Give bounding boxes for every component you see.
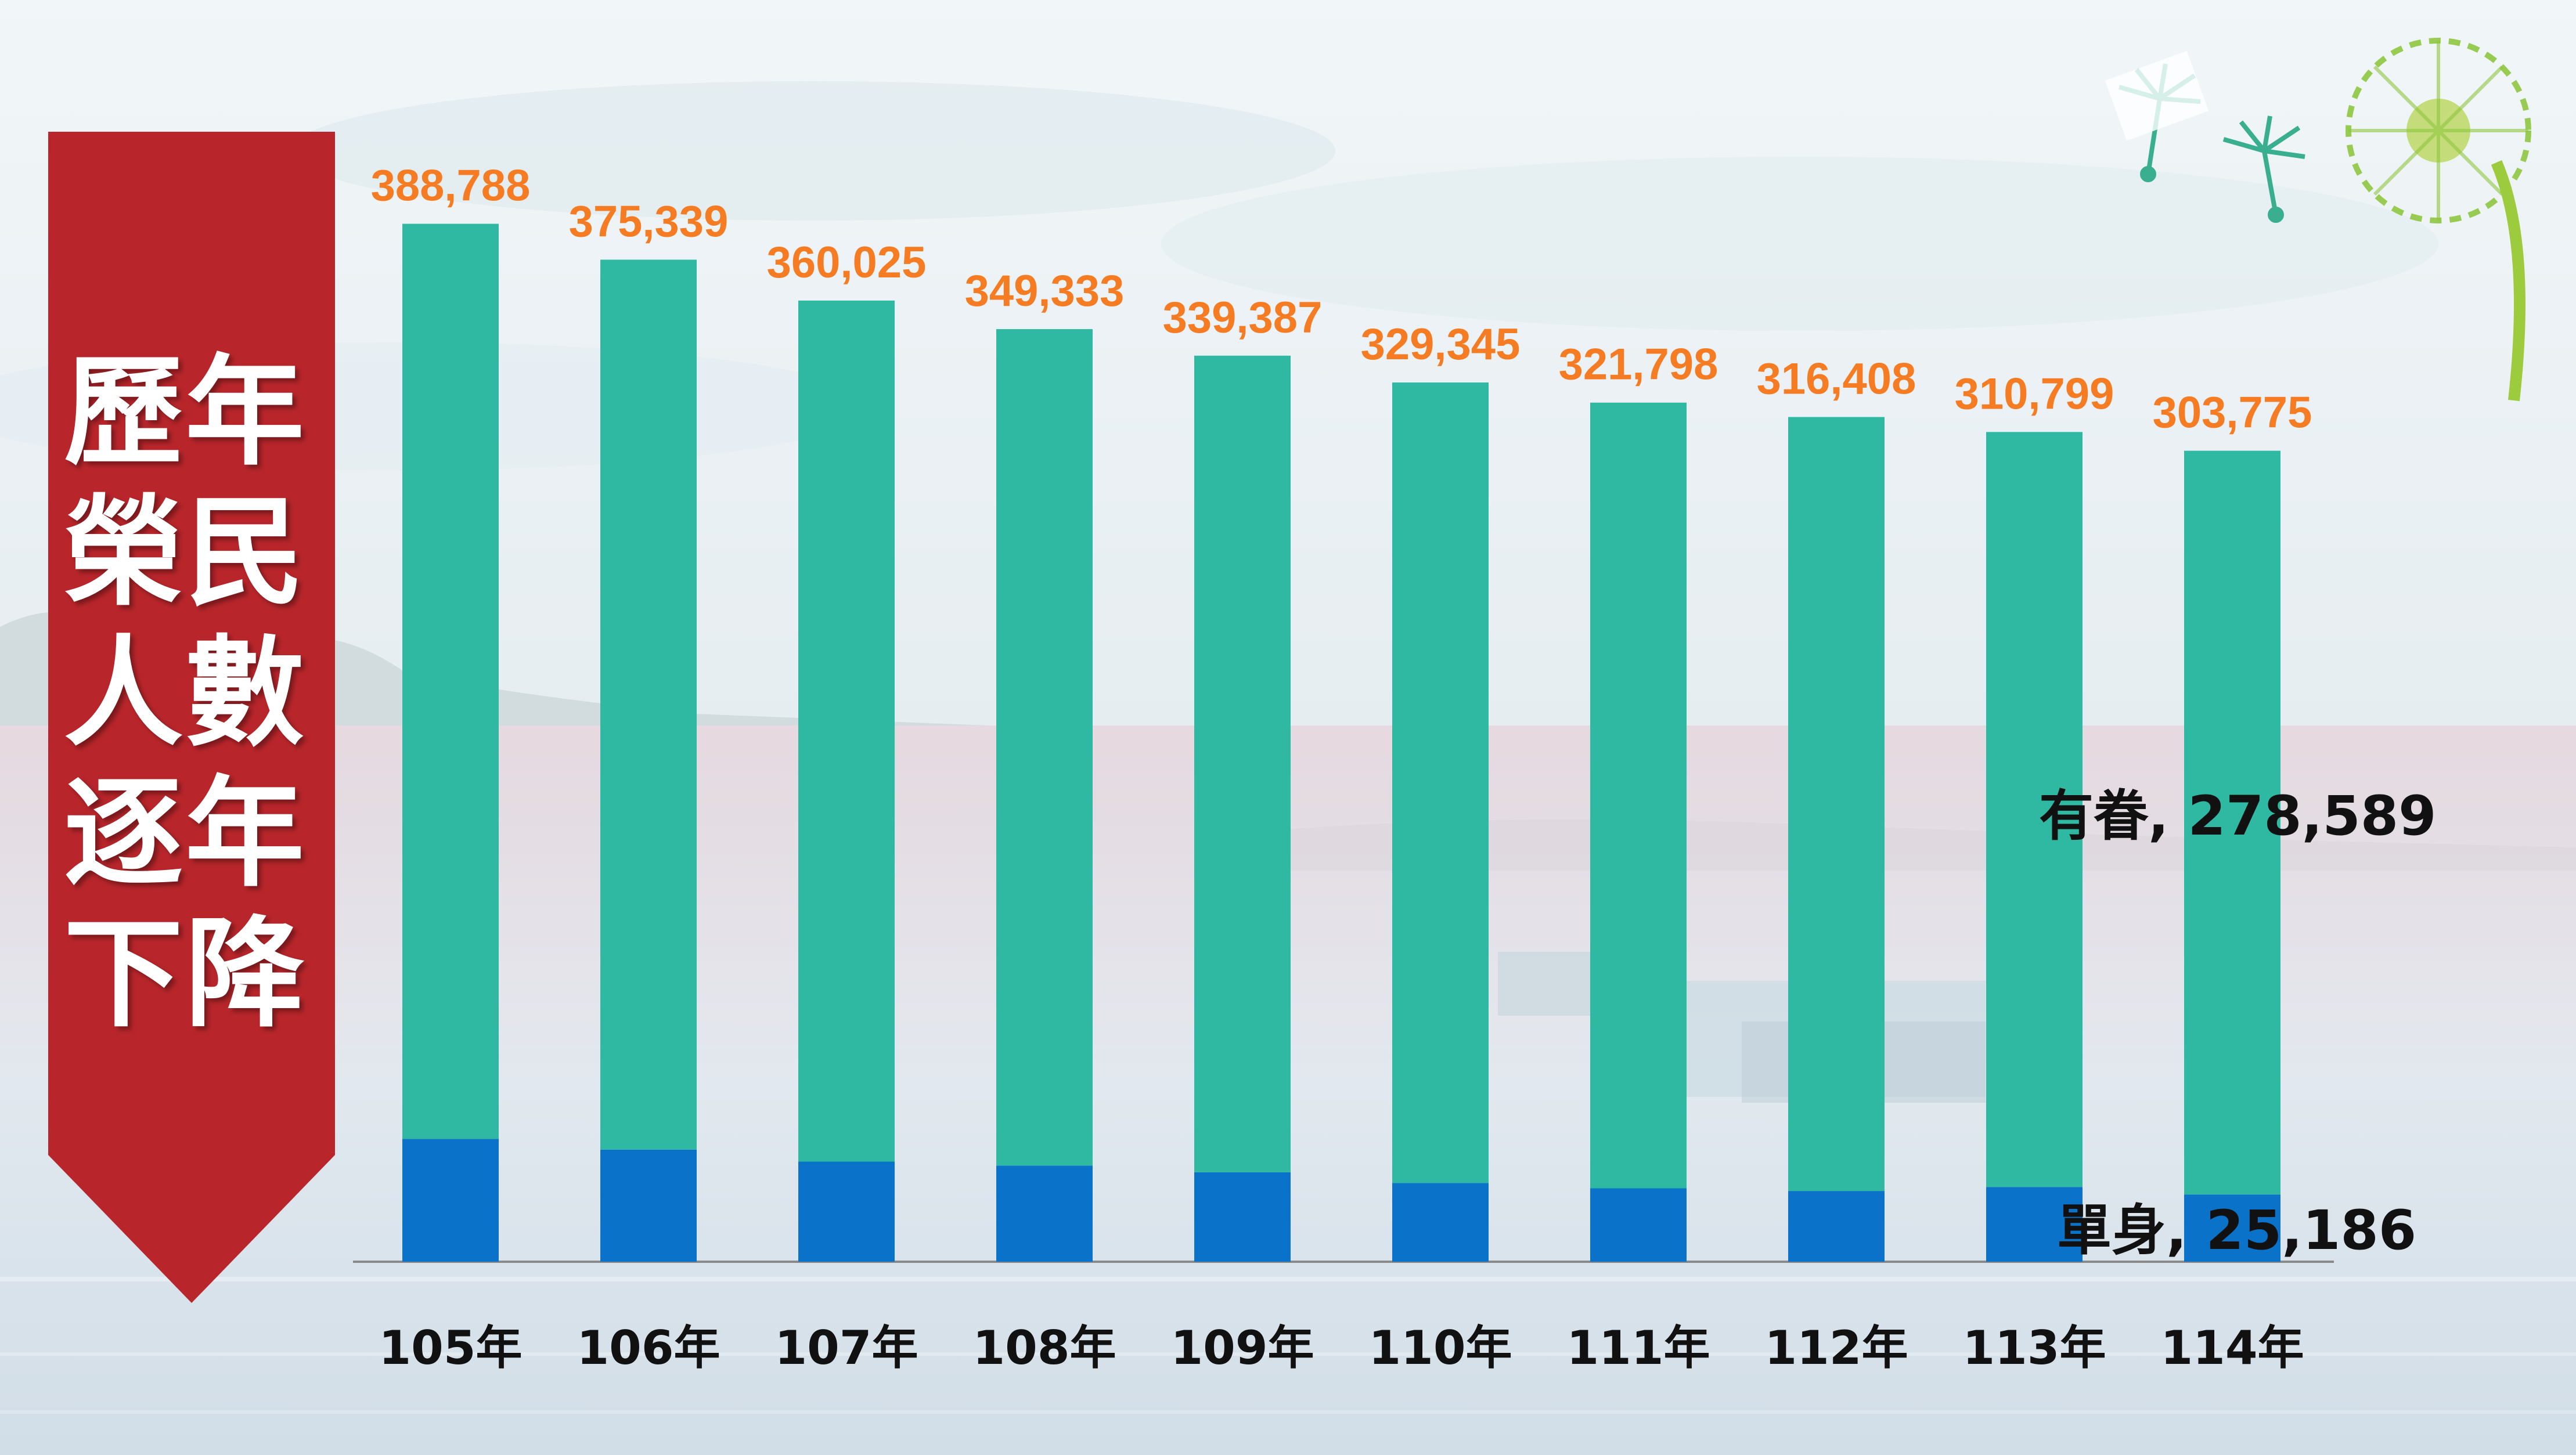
category-label-9: 114年 (2161, 1321, 2304, 1375)
total-label-6: 321,798 (1559, 340, 1718, 389)
bar-married-6 (1590, 402, 1687, 1189)
category-label-1: 106年 (577, 1321, 720, 1375)
bar-single-8 (1986, 1187, 2083, 1262)
bar-married-3 (996, 329, 1093, 1166)
category-label-3: 108年 (973, 1321, 1116, 1375)
banner-title: 歷年榮民人數逐年下降 (64, 344, 307, 1044)
dandelion-icon (2346, 38, 2531, 402)
total-label-2: 360,025 (767, 238, 927, 287)
bar-single-0 (402, 1139, 499, 1262)
total-label-3: 349,333 (965, 266, 1125, 316)
category-label-5: 110年 (1369, 1321, 1512, 1375)
total-label-7: 316,408 (1757, 355, 1916, 404)
bar-married-2 (798, 300, 895, 1162)
bar-single-4 (1194, 1172, 1291, 1262)
category-label-8: 113年 (1963, 1321, 2106, 1375)
seed-icon (2222, 115, 2305, 223)
category-label-0: 105年 (379, 1321, 523, 1375)
bar-married-0 (402, 223, 499, 1139)
bars-layer (402, 223, 2280, 1262)
total-label-8: 310,799 (1955, 369, 2114, 418)
bar-married-9 (2184, 450, 2280, 1195)
labels-layer: 388,788 105年 375,339 106年 360,025 107年 349,333… (371, 161, 2312, 1375)
category-label-2: 107年 (775, 1321, 918, 1375)
total-label-4: 339,387 (1163, 293, 1323, 342)
bar-single-2 (798, 1161, 895, 1262)
category-label-7: 112年 (1765, 1321, 1908, 1375)
bar-married-1 (600, 259, 697, 1150)
category-label-4: 109年 (1171, 1321, 1314, 1375)
series-label-married: 有眷, 278,589 (2039, 785, 2437, 848)
bar-married-5 (1392, 382, 1489, 1183)
bar-married-4 (1194, 355, 1291, 1172)
bar-married-8 (1986, 432, 2083, 1187)
bar-single-6 (1590, 1188, 1687, 1262)
total-label-5: 329,345 (1361, 320, 1521, 369)
bar-married-7 (1788, 417, 1885, 1192)
total-label-9: 303,775 (2153, 388, 2312, 438)
bar-single-7 (1788, 1191, 1885, 1262)
total-label-0: 388,788 (371, 161, 531, 211)
bar-single-5 (1392, 1183, 1489, 1262)
bar-single-1 (600, 1149, 697, 1262)
total-label-1: 375,339 (569, 197, 729, 246)
banner-shape (48, 132, 335, 1303)
category-label-6: 111年 (1567, 1321, 1710, 1375)
bar-single-3 (996, 1165, 1093, 1262)
series-label-single: 單身, 25,186 (2057, 1199, 2416, 1262)
bar-single-9 (2184, 1194, 2280, 1262)
